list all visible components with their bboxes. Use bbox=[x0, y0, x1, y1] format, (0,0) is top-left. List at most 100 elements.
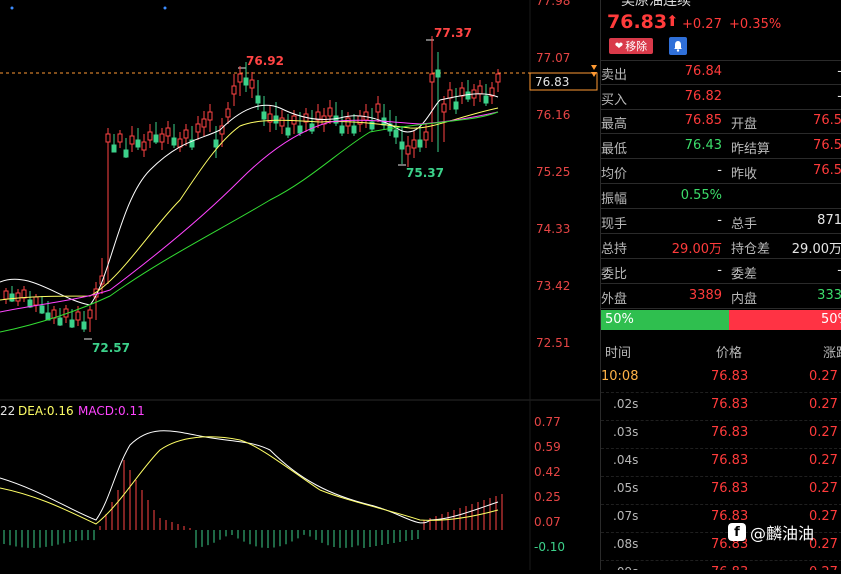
candle-body bbox=[51, 309, 57, 319]
quote-l1: 总持 bbox=[601, 242, 628, 257]
candle-body bbox=[477, 85, 483, 95]
price-axis-3: 76.16 bbox=[536, 108, 570, 122]
tick-time: .09s bbox=[613, 565, 638, 570]
last-price: 76.83 bbox=[607, 11, 668, 33]
outer-ratio-label: 50% bbox=[605, 312, 634, 327]
tick-row[interactable]: .03s 76.83 0.27 bbox=[601, 420, 841, 449]
candle-body bbox=[411, 139, 417, 149]
price-axis-2: 77.07 bbox=[536, 51, 570, 65]
quote-l1: 买入 bbox=[601, 93, 628, 108]
ma-line bbox=[0, 111, 499, 313]
candle-body bbox=[195, 123, 201, 133]
candle-body bbox=[465, 91, 471, 100]
candle-body bbox=[393, 129, 399, 138]
macd-axis-2: 0.59 bbox=[534, 440, 561, 454]
alert-button[interactable] bbox=[669, 37, 687, 55]
candle-body bbox=[279, 117, 285, 127]
instrument-title: 美原油连续 bbox=[621, 0, 691, 9]
tick-row[interactable]: .04s 76.83 0.27 bbox=[601, 448, 841, 477]
macd-axis-4: 0.25 bbox=[534, 490, 561, 504]
quote-panel: 美原油连续 76.83 ⬆ +0.27 +0.35% ❤ 移除 卖出 76.84 -… bbox=[600, 0, 841, 570]
tick-time: .03s bbox=[613, 425, 639, 439]
macd-value: MACD:0.11 bbox=[78, 404, 145, 418]
tick-price: 76.83 bbox=[711, 481, 749, 496]
quote-l1: 外盘 bbox=[601, 292, 628, 307]
remove-watchlist-button[interactable]: ❤ 移除 bbox=[609, 38, 653, 54]
quote-row: 振幅 0.55% bbox=[601, 184, 841, 208]
macd-axis-1: 0.77 bbox=[534, 415, 561, 429]
tick-price: 76.83 bbox=[711, 453, 749, 468]
low-annotation: 72.57 bbox=[92, 341, 130, 355]
tick-time: .04s bbox=[613, 453, 639, 467]
tick-row[interactable]: .07s 76.83 0.27 bbox=[601, 504, 841, 533]
candle-body bbox=[417, 139, 423, 148]
candle-body bbox=[171, 137, 177, 146]
candle-body bbox=[255, 95, 261, 104]
candle-body bbox=[9, 293, 15, 302]
quote-row: 买入 76.82 - bbox=[601, 85, 841, 109]
candle-body bbox=[123, 149, 129, 158]
candle-body bbox=[201, 118, 207, 128]
candle-body bbox=[333, 115, 339, 124]
candle-body bbox=[3, 290, 9, 300]
tick-time: .08s bbox=[613, 537, 639, 551]
tick-row[interactable]: .02s 76.83 0.27 bbox=[601, 392, 841, 421]
candle-body bbox=[429, 73, 435, 83]
candles-group bbox=[3, 36, 501, 332]
ma-line bbox=[0, 107, 499, 301]
candle-body bbox=[81, 321, 87, 330]
quote-v2: - bbox=[837, 64, 841, 79]
candle-body bbox=[87, 309, 93, 319]
candle-body bbox=[39, 305, 45, 314]
price-axis-1: 77.98 bbox=[536, 0, 570, 8]
kline-chart-area[interactable]: 77.98 77.07 76.16 75.25 74.33 73.42 72.5… bbox=[0, 0, 600, 570]
candle-body bbox=[243, 77, 249, 86]
kline-svg[interactable]: 77.98 77.07 76.16 75.25 74.33 73.42 72.5… bbox=[0, 0, 600, 570]
candle-body bbox=[159, 133, 165, 143]
tick-time: .02s bbox=[613, 397, 639, 411]
price-change: +0.27 bbox=[682, 17, 722, 32]
candle-body bbox=[21, 289, 27, 299]
ma-line bbox=[0, 93, 499, 306]
price-axis-4: 75.25 bbox=[536, 165, 570, 179]
candle-body bbox=[69, 319, 75, 328]
quote-l2: 委差 bbox=[731, 267, 758, 282]
tick-row[interactable]: .09s 76.83 0.27 bbox=[601, 560, 841, 570]
candle-body bbox=[135, 139, 141, 148]
quote-l2: 开盘 bbox=[731, 117, 758, 132]
quote-row: 委比-委差- bbox=[601, 259, 841, 283]
bell-icon bbox=[674, 41, 682, 52]
candle-body bbox=[147, 131, 153, 141]
quote-v2: 29.00万 bbox=[791, 242, 841, 257]
high2-annotation: 77.37 bbox=[434, 26, 472, 40]
quote-l1: 最高 bbox=[601, 117, 628, 132]
quote-v1: - bbox=[717, 213, 722, 228]
candle-body bbox=[423, 131, 429, 141]
tick-row[interactable]: .05s 76.83 0.27 bbox=[601, 476, 841, 505]
price-axis-7: 72.51 bbox=[536, 336, 570, 350]
inner-ratio-label: 50% bbox=[821, 312, 841, 327]
tick-price: 76.83 bbox=[711, 565, 748, 570]
candle-body bbox=[459, 87, 465, 97]
candle-body bbox=[291, 115, 297, 125]
ma-line bbox=[0, 111, 499, 333]
quote-v2: - bbox=[837, 89, 841, 104]
candle-body bbox=[351, 125, 357, 134]
quote-v1: 76.82 bbox=[684, 89, 722, 104]
tick-row[interactable]: 10:08 76.83 0.27 bbox=[601, 364, 841, 393]
candle-body bbox=[495, 73, 501, 83]
dea-value: DEA:0.16 bbox=[18, 404, 74, 418]
candle-body bbox=[75, 311, 81, 321]
quote-l1: 均价 bbox=[601, 167, 628, 182]
quote-l1: 卖出 bbox=[601, 68, 628, 83]
candle-body bbox=[387, 123, 393, 132]
quote-row: 现手 - 总手 871 bbox=[601, 209, 841, 233]
watermark-text: @麟油油 bbox=[750, 524, 815, 543]
dif-line bbox=[0, 430, 499, 524]
tick-change: 0.27 bbox=[809, 397, 838, 412]
current-price-tag bbox=[529, 72, 598, 91]
candle-body bbox=[165, 127, 171, 137]
tick-change: 0.27 bbox=[809, 425, 838, 440]
candle-body bbox=[267, 113, 273, 123]
tick-price: 76.83 bbox=[711, 397, 749, 412]
